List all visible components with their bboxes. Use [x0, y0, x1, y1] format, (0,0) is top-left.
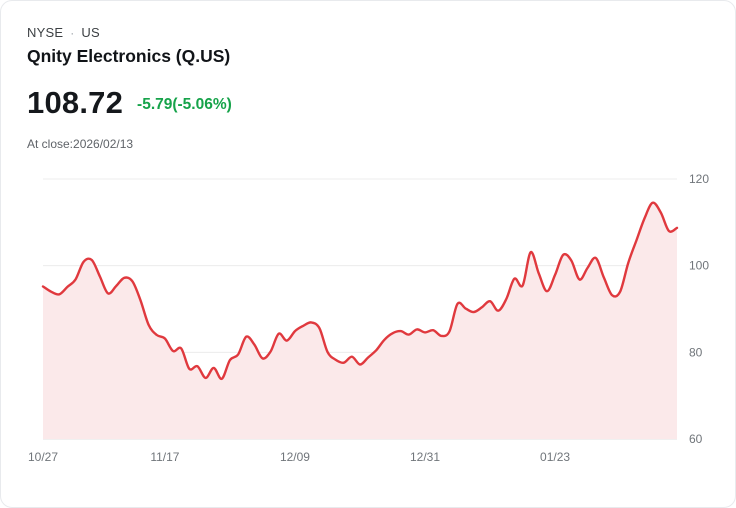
dot-separator: · — [70, 25, 75, 40]
y-tick-label: 120 — [689, 172, 709, 186]
x-tick-label: 01/23 — [540, 450, 570, 464]
y-tick-label: 60 — [689, 432, 703, 446]
chart-area: 60 80 100 120 10/27 11/17 12/09 12/31 01/23 — [28, 172, 715, 475]
x-tick-label: 10/27 — [28, 450, 58, 464]
region-label: US — [81, 25, 100, 40]
price-line — [41, 201, 679, 380]
price-change: -5.79(-5.06%) — [137, 96, 232, 113]
exchange-row: NYSE · US — [27, 25, 709, 40]
y-tick-label: 80 — [689, 345, 703, 359]
stock-title: Qnity Electronics (Q.US) — [27, 46, 231, 66]
x-tick-label: 12/31 — [410, 450, 440, 464]
area-fill — [43, 202, 677, 439]
x-tick-label: 12/09 — [280, 450, 310, 464]
x-tick-label: 11/17 — [150, 450, 179, 464]
current-price: 108.72 — [27, 85, 124, 120]
exchange-label: NYSE — [27, 25, 64, 40]
quote-header: NYSE · US Qnity Electronics (Q.US) 108.7… — [1, 1, 735, 151]
as-of-date: At close:2026/02/13 — [27, 137, 134, 151]
price-chart: 60 80 100 120 10/27 11/17 12/09 12/31 01/23 — [28, 172, 709, 464]
y-tick-label: 100 — [689, 259, 709, 273]
price-row: 108.72 -5.79(-5.06%) — [27, 85, 709, 121]
